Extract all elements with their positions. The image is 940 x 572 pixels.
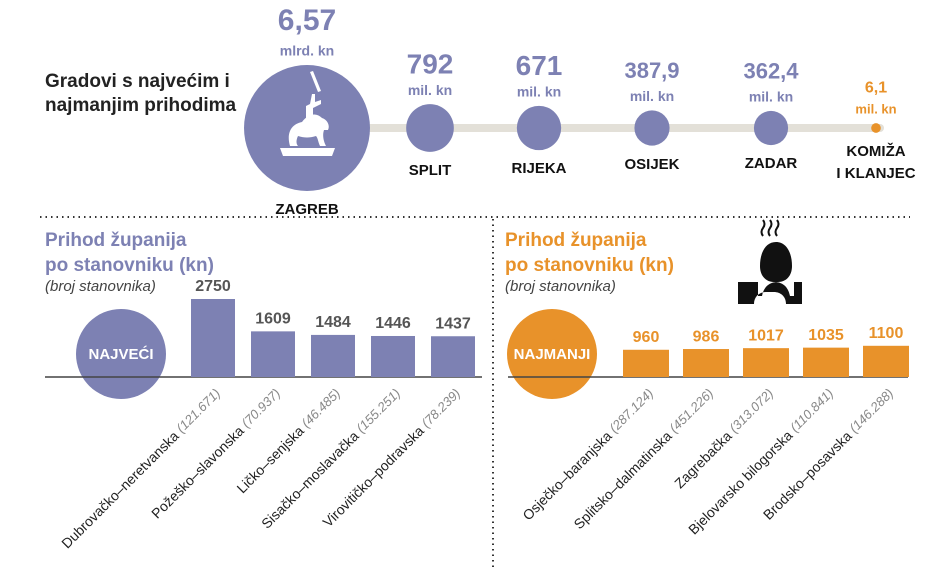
value-label: 960 [633, 329, 660, 346]
population: (110.841) [787, 386, 836, 435]
bar [431, 336, 475, 377]
county-name: Bjelovarsko bilogorska [685, 427, 796, 538]
population: (155.251) [354, 386, 404, 436]
badge-label: NAJMANJI [514, 346, 591, 363]
city-name: SPLIT [408, 161, 452, 179]
population: (287.124) [607, 386, 657, 436]
unit-label: mil. kn [517, 84, 561, 100]
county-name: Zagrebačka [671, 427, 735, 491]
category-label: Zagrebačka(313.072) [671, 385, 777, 491]
value-label: 362,4 [743, 59, 799, 84]
unit-label: mil. kn [630, 88, 674, 104]
subtitle: (broj stanovnika) [505, 278, 616, 295]
population: (121.671) [174, 386, 224, 436]
city-name: ZAGREB [275, 200, 339, 218]
chart-title: Gradovi s najvećim i najmanjim prihodima [45, 71, 237, 116]
city-bubble [753, 110, 789, 146]
subtitle: (broj stanovnika) [45, 278, 156, 295]
category-label: Brodsko–posavska(146.288) [760, 385, 897, 522]
bar [371, 335, 415, 377]
bar [311, 334, 355, 377]
unit-label: mil. kn [408, 82, 452, 98]
value-label: 792 [407, 49, 454, 80]
value-label: 1484 [315, 314, 351, 331]
bar [803, 347, 849, 377]
value-label: 1035 [808, 327, 844, 344]
value-label: 1437 [435, 315, 471, 332]
city-name: RIJEKA [511, 160, 567, 178]
value-label: 1446 [375, 315, 411, 332]
city-name: ZADAR [744, 155, 798, 173]
badge-label: NAJVEĆI [88, 345, 153, 363]
city-bubble [634, 110, 670, 146]
chart-title: Prihod županija po stanovniku (kn) [45, 230, 214, 276]
population: (78.239) [419, 386, 464, 431]
chart-title: Prihod županija po stanovniku (kn) [505, 230, 674, 276]
population: (313.072) [727, 386, 777, 436]
statue-icon [280, 71, 335, 156]
county-name: Virovitičko–podravska [319, 422, 427, 530]
value-label: 1609 [255, 311, 291, 328]
bar [743, 348, 789, 377]
category-label: Ličko–senjska(46.485) [233, 385, 344, 496]
value-label: 671 [516, 50, 563, 81]
value-label: 2750 [195, 278, 231, 295]
population: (146.288) [847, 386, 897, 436]
bar [251, 331, 295, 377]
county-name: Sisačko–moslavačka [258, 427, 362, 531]
bar [191, 299, 235, 377]
value-label: 1100 [869, 325, 904, 342]
bar [683, 349, 729, 377]
city-bubble [406, 104, 454, 152]
bar [623, 349, 669, 377]
population: (46.485) [299, 386, 344, 431]
unit-label: mil. kn [855, 102, 896, 117]
bar [863, 345, 909, 377]
value-label: 986 [693, 328, 720, 345]
population: (70.937) [239, 386, 284, 431]
sad-icon [738, 242, 802, 304]
unit-label: mlrd. kn [280, 43, 334, 59]
value-label: 6,1 [865, 79, 887, 96]
city-name: OSIJEK [624, 155, 680, 173]
value-label: 1017 [748, 327, 784, 344]
city-bubble [871, 123, 881, 133]
county-name: Splitsko–dalmatinska [570, 427, 674, 531]
city-bubble [516, 105, 562, 151]
unit-label: mil. kn [749, 89, 793, 105]
icons [280, 71, 802, 304]
value-label: 6,57 [278, 4, 336, 37]
city-name: KOMIŽA I KLANJEC [836, 142, 916, 182]
county-name: Dubrovačko–neretvanska [58, 427, 182, 551]
steam [760, 219, 780, 237]
population: (451.226) [667, 386, 717, 436]
value-label: 387,9 [624, 58, 679, 83]
